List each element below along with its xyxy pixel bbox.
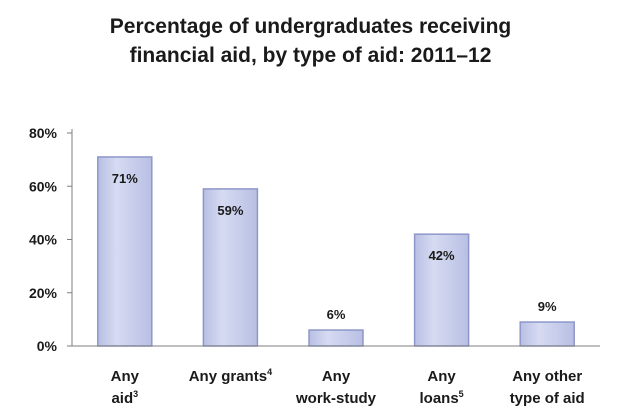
bar-value-label: 6% bbox=[327, 307, 346, 322]
y-tick-label: 80% bbox=[29, 125, 58, 141]
bar-value-label: 9% bbox=[538, 299, 557, 314]
y-tick-label: 20% bbox=[29, 285, 58, 301]
y-tick-label: 0% bbox=[37, 338, 58, 354]
bar bbox=[308, 329, 364, 347]
x-category-label: Any work-study bbox=[295, 368, 377, 407]
bar bbox=[519, 321, 575, 347]
chart-title: Percentage of undergraduates receiving f… bbox=[0, 12, 621, 70]
bar-value-label: 71% bbox=[112, 171, 138, 186]
y-tick-label: 40% bbox=[29, 232, 58, 248]
x-category-label: Any aid3 bbox=[111, 368, 140, 407]
bar bbox=[413, 233, 470, 347]
bars: 71% 59% 6% 42% 9% bbox=[97, 156, 575, 347]
bar-value-label: 42% bbox=[429, 248, 455, 263]
bar-value-label: 59% bbox=[217, 203, 243, 218]
chart-title-line-1: Percentage of undergraduates receiving bbox=[109, 15, 512, 38]
x-category-label: Any grants4 bbox=[189, 367, 272, 385]
x-axis: Any aid3 Any grants4 Any work-study Any loans5… bbox=[72, 345, 600, 407]
x-category-label: Any loans5 bbox=[419, 368, 463, 407]
y-tick-label: 60% bbox=[29, 178, 58, 194]
x-category-label: Any other type of aid bbox=[510, 368, 585, 407]
bar bbox=[202, 188, 259, 347]
chart-title-line-2: financial aid, by type of aid: 2011–12 bbox=[129, 44, 492, 67]
y-axis: 0% 20% 40% 60% 80% bbox=[29, 125, 73, 354]
